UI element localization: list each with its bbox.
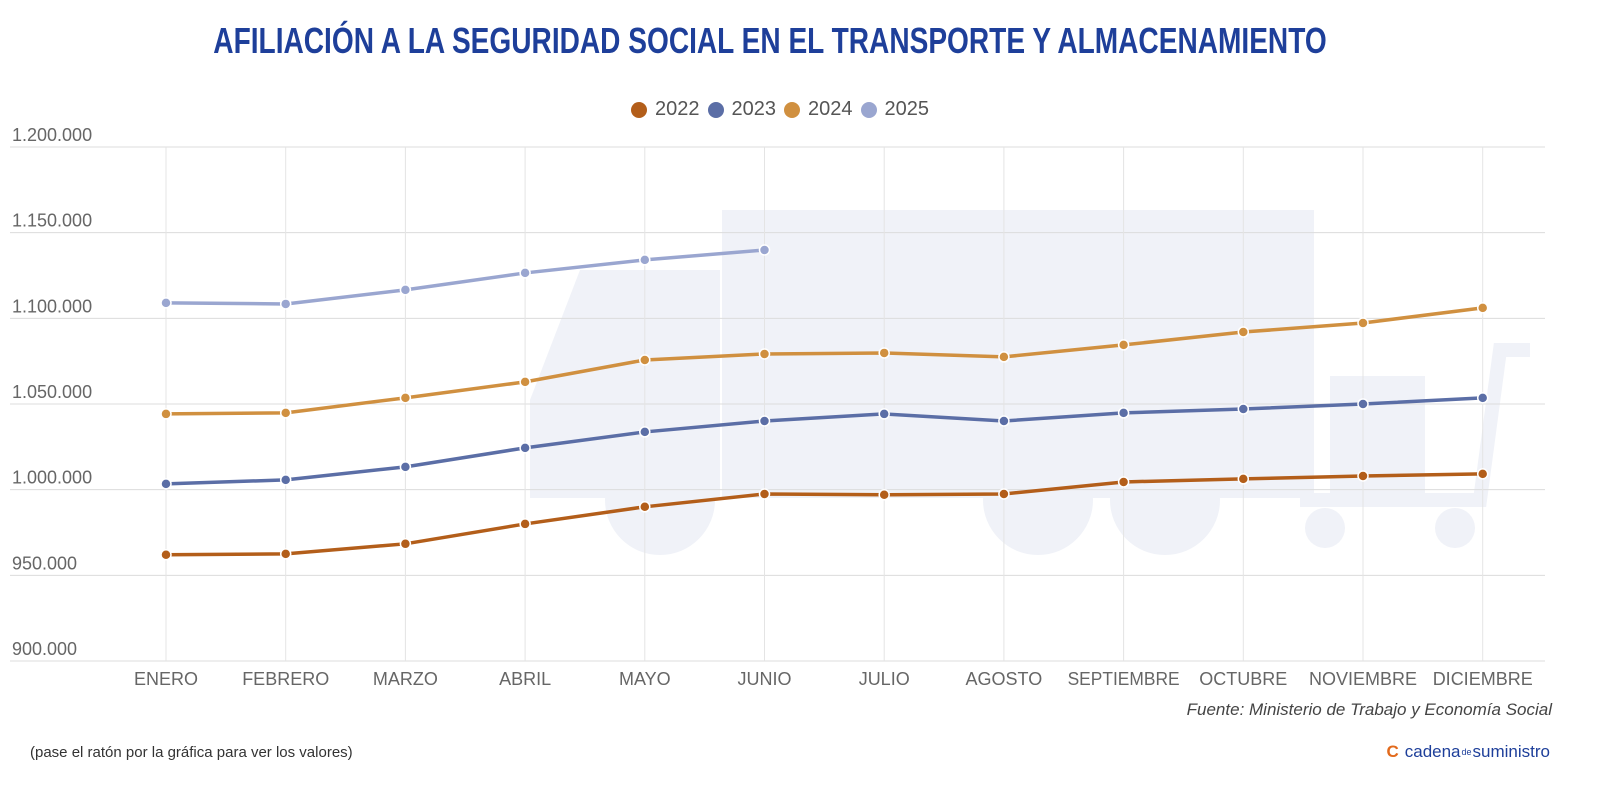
legend: 2022 2023 2024 2025: [0, 98, 1560, 124]
data-point-2025[interactable]: [519, 267, 531, 279]
data-point-2023[interactable]: [399, 461, 412, 473]
data-point-2022[interactable]: [878, 489, 890, 501]
series-line-2024[interactable]: [165, 306, 1483, 416]
data-point-2024[interactable]: [1237, 326, 1250, 338]
series-line-2023[interactable]: [165, 396, 1483, 486]
legend-label: 2025: [884, 98, 930, 120]
legend-label: 2024: [808, 98, 853, 120]
legend-item-2024[interactable]: 2024: [784, 98, 853, 121]
data-point-2022[interactable]: [998, 488, 1010, 500]
data-point-2023[interactable]: [279, 474, 292, 486]
legend-label: 2023: [731, 98, 777, 120]
legend-dot-icon: [860, 101, 877, 118]
data-point-2022[interactable]: [160, 549, 172, 561]
data-point-2022[interactable]: [279, 548, 292, 560]
data-point-2022[interactable]: [519, 518, 531, 530]
data-point-2024[interactable]: [160, 408, 172, 420]
y-tick-label: 1.000.000: [12, 468, 92, 488]
legend-item-2023[interactable]: 2023: [707, 98, 777, 121]
data-point-2023[interactable]: [160, 478, 172, 490]
data-point-2022[interactable]: [1476, 468, 1489, 480]
x-tick-label: ENERO: [134, 669, 198, 689]
data-point-2025[interactable]: [758, 244, 771, 256]
y-tick-label: 1.150.000: [12, 211, 92, 231]
logo-text-1: cadena: [1404, 742, 1461, 761]
data-point-2025[interactable]: [160, 297, 172, 309]
data-point-2023[interactable]: [1117, 407, 1130, 419]
legend-dot-icon: [784, 101, 800, 118]
data-point-2023[interactable]: [758, 415, 771, 427]
data-point-2022[interactable]: [399, 538, 412, 550]
logo-icon: C: [1386, 742, 1399, 761]
y-tick-label: 1.100.000: [12, 296, 92, 316]
y-tick-label: 1.050.000: [12, 382, 92, 402]
x-tick-label: NOVIEMBRE: [1309, 669, 1417, 689]
logo-text-3: suministro: [1472, 742, 1550, 761]
data-point-2023[interactable]: [639, 426, 651, 438]
legend-dot-icon: [631, 101, 647, 118]
data-point-2023[interactable]: [519, 442, 531, 454]
chart-title: AFILIACIÓN A LA SEGURIDAD SOCIAL EN EL T…: [213, 20, 1327, 61]
data-point-2024[interactable]: [878, 347, 890, 359]
data-point-2022[interactable]: [639, 501, 651, 513]
x-tick-label: SEPTIEMBRE: [1068, 669, 1180, 689]
data-point-2022[interactable]: [1237, 473, 1250, 485]
data-point-2024[interactable]: [1117, 339, 1130, 351]
x-tick-label: OCTUBRE: [1199, 669, 1287, 689]
data-point-2024[interactable]: [639, 354, 651, 366]
data-point-2024[interactable]: [1357, 317, 1369, 329]
x-tick-label: MARZO: [373, 669, 438, 689]
x-tick-label: ABRIL: [499, 669, 551, 689]
x-tick-label: JULIO: [859, 669, 910, 689]
data-point-2023[interactable]: [878, 408, 890, 420]
data-point-2025[interactable]: [399, 284, 412, 296]
y-tick-label: 950.000: [12, 553, 77, 573]
logo-text-2: de: [1461, 747, 1472, 757]
series-line-2022[interactable]: [165, 472, 1483, 557]
data-point-2022[interactable]: [758, 488, 771, 500]
publisher-logo[interactable]: C cadena de suministro: [1386, 742, 1550, 762]
data-point-2023[interactable]: [1237, 403, 1250, 415]
y-tick-label: 900.000: [12, 639, 77, 659]
hover-hint: (pase el ratón por la gráfica para ver l…: [30, 744, 353, 761]
data-point-2025[interactable]: [279, 298, 292, 310]
x-tick-label: JUNIO: [738, 669, 792, 689]
x-tick-label: FEBRERO: [242, 669, 329, 689]
legend-item-2025[interactable]: 2025: [860, 98, 930, 121]
x-tick-label: AGOSTO: [966, 669, 1043, 689]
data-point-2025[interactable]: [639, 254, 651, 266]
data-point-2024[interactable]: [1476, 302, 1489, 314]
x-tick-label: DICIEMBRE: [1433, 669, 1533, 689]
data-point-2023[interactable]: [1476, 392, 1489, 404]
data-point-2024[interactable]: [758, 348, 771, 360]
y-tick-label: 1.200.000: [12, 125, 92, 145]
legend-label: 2022: [655, 98, 700, 120]
data-point-2022[interactable]: [1117, 476, 1130, 488]
data-point-2023[interactable]: [1357, 398, 1369, 410]
source-note: Fuente: Ministerio de Trabajo y Economía…: [1186, 700, 1552, 719]
legend-item-2022[interactable]: 2022: [631, 98, 700, 121]
data-point-2024[interactable]: [519, 376, 531, 388]
data-point-2024[interactable]: [279, 407, 292, 419]
x-tick-label: MAYO: [619, 669, 671, 689]
data-point-2024[interactable]: [399, 392, 412, 404]
legend-dot-icon: [707, 101, 724, 118]
data-point-2023[interactable]: [998, 415, 1010, 427]
series-line-2025[interactable]: [165, 248, 765, 306]
data-point-2024[interactable]: [998, 351, 1010, 363]
data-point-2022[interactable]: [1357, 470, 1369, 482]
